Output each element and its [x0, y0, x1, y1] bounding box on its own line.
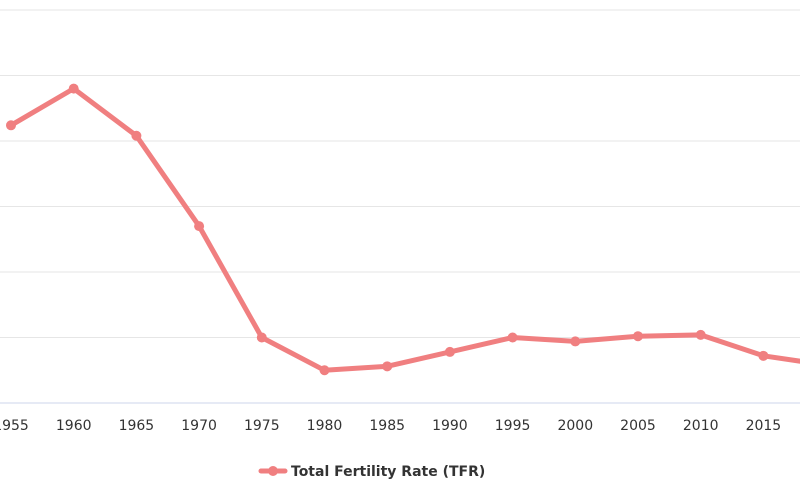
x-tick-label: 1965 [119, 418, 155, 434]
series-line-tfr [8, 86, 800, 373]
x-tick-label: 2010 [683, 418, 719, 434]
x-axis-tick-labels: 1955 1960 1965 1970 1975 1980 1985 1990 1995 2000… [0, 418, 782, 434]
data-point[interactable] [444, 346, 455, 357]
legend[interactable]: Total Fertility Rate (TFR) [258, 464, 485, 480]
x-tick-label: 1970 [181, 418, 217, 434]
data-point[interactable] [633, 331, 643, 342]
x-tick-label: 1980 [307, 418, 343, 434]
grid-lines [0, 9, 800, 338]
data-point[interactable] [695, 329, 706, 340]
data-point[interactable] [570, 336, 581, 347]
x-tick-label: 1985 [369, 418, 405, 434]
x-tick-label: 2015 [746, 418, 782, 434]
x-tick-label: 1975 [244, 418, 280, 434]
x-tick-label: 2005 [620, 418, 656, 434]
data-point[interactable] [131, 130, 142, 141]
x-tick-label: 1995 [495, 418, 531, 434]
data-point[interactable] [507, 332, 518, 343]
x-tick-label: 2000 [557, 418, 593, 434]
data-point[interactable] [758, 350, 769, 361]
data-point[interactable] [68, 83, 79, 94]
data-point[interactable] [194, 221, 205, 232]
legend-dot-marker [268, 466, 278, 476]
x-tick-label: 1990 [432, 418, 468, 434]
data-point[interactable] [6, 120, 16, 131]
x-tick-label: 1960 [56, 418, 92, 434]
series-layer [6, 83, 800, 376]
x-tick-label: 1955 [0, 418, 29, 434]
series-points [6, 83, 769, 376]
data-point[interactable] [256, 332, 267, 343]
data-point[interactable] [382, 361, 393, 372]
data-point[interactable] [319, 365, 330, 376]
legend-label: Total Fertility Rate (TFR) [291, 464, 485, 480]
